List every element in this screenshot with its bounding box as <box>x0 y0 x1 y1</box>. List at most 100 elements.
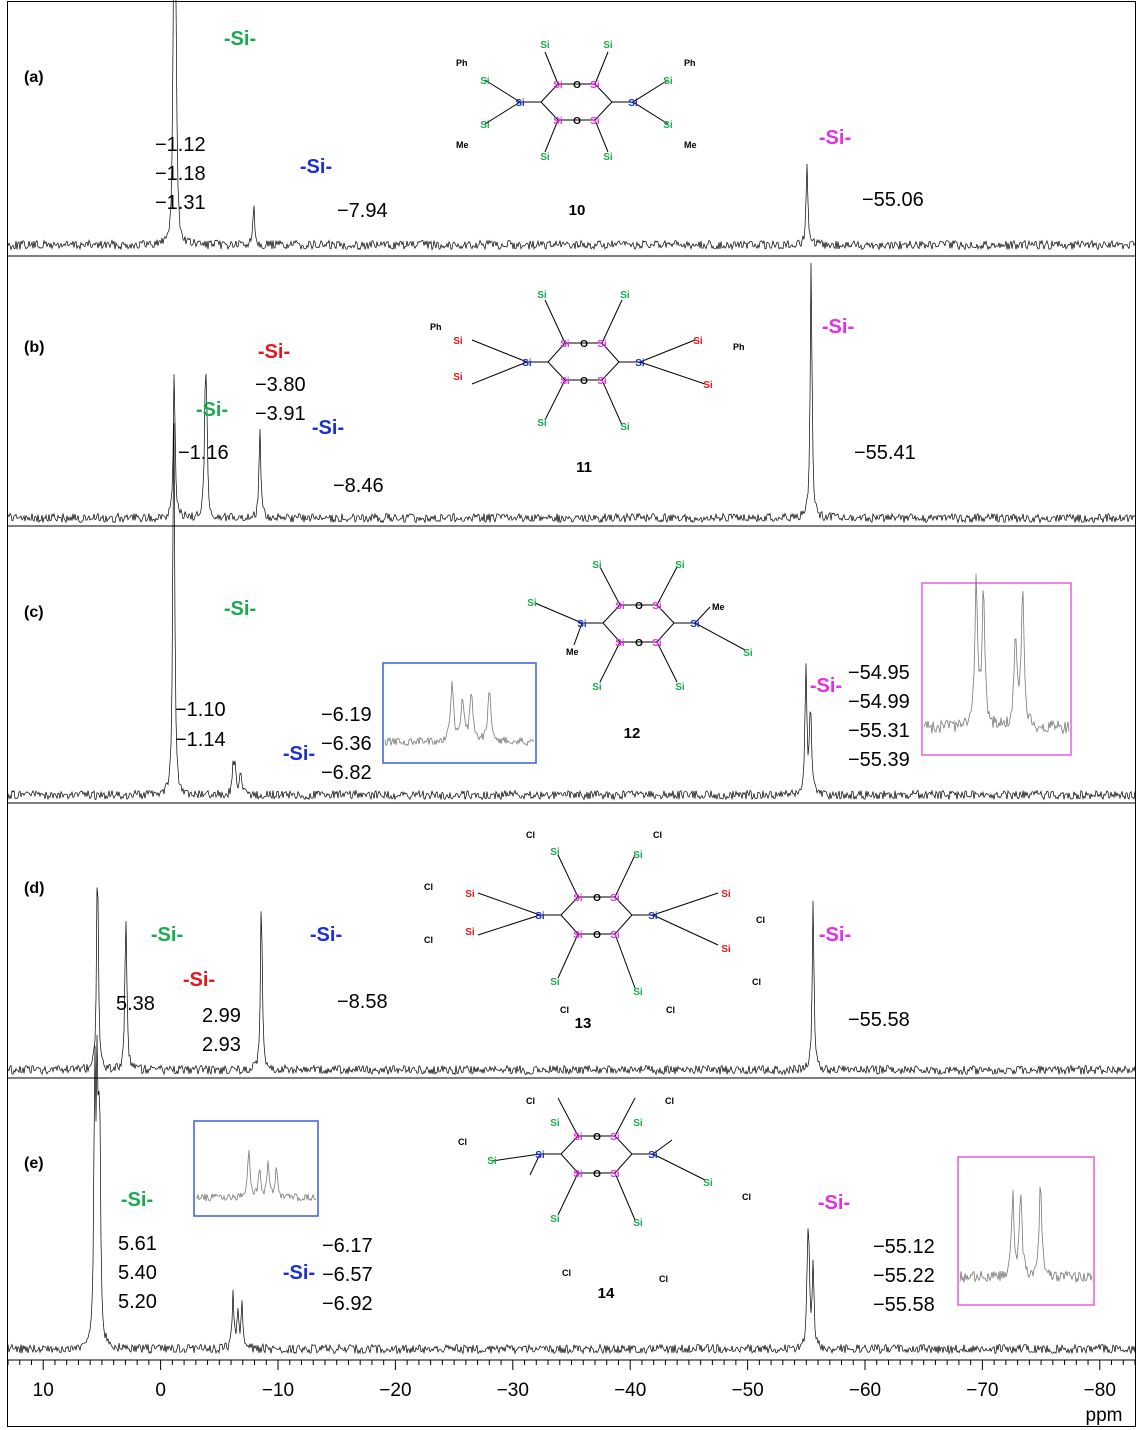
axis-tick-labels: 10 0 −10 −20 −30 −40 −50 −60 −70 −80 <box>33 1380 1116 1401</box>
atom-label-si: Si <box>743 648 753 659</box>
compound-number: 11 <box>576 459 592 476</box>
tick-label: −80 <box>1084 1380 1116 1401</box>
atom-label-cl: Cl <box>756 915 765 925</box>
spectrum-trace <box>7 423 1136 801</box>
si-label-magenta: -Si- <box>819 127 851 149</box>
chemical-shift: −1.10 <box>175 699 226 721</box>
atom-label-si: Si <box>675 560 685 571</box>
atom-label-si: Si <box>597 376 607 387</box>
inset-trace <box>923 573 1070 735</box>
si-label-green: -Si- <box>196 399 228 421</box>
atom-label-cl: Cl <box>666 1005 675 1015</box>
atom-label-o: O <box>593 930 601 941</box>
panel-e: (e) -Si- 5.61 5.40 5.20 -Si- −6.17 −6.57… <box>7 1034 1136 1355</box>
inset-trace <box>959 1186 1093 1283</box>
tick-label: −20 <box>379 1380 411 1401</box>
spectrum-trace <box>7 887 1136 1076</box>
atom-label-cl: Cl <box>562 1268 571 1278</box>
si-label-green: -Si- <box>151 924 183 946</box>
atom-label-si: Si <box>615 638 625 649</box>
chemical-shift: −3.91 <box>255 403 306 425</box>
atom-label-si: Si <box>635 358 645 369</box>
spectrum-trace <box>7 262 1136 524</box>
atom-label-si: Si <box>633 987 643 998</box>
atom-label-si: Si <box>633 1218 643 1229</box>
chemical-shift: −1.18 <box>155 163 206 185</box>
inset-blue <box>382 662 537 764</box>
chemical-shift: −6.92 <box>322 1293 373 1315</box>
atom-label-cl: Cl <box>458 1137 467 1147</box>
axis-ticks <box>7 1360 1136 1370</box>
atom-label-ph: Ph <box>733 342 745 352</box>
atom-label-o: O <box>635 601 643 612</box>
si-label-blue: -Si- <box>283 1262 315 1284</box>
chemical-shift: −55.12 <box>873 1236 935 1258</box>
atom-label-si: Si <box>663 120 673 131</box>
atom-label-me: Me <box>712 602 725 612</box>
compound-number: 12 <box>624 725 641 742</box>
atom-label-cl: Cl <box>665 1096 674 1106</box>
chemical-shift: −1.12 <box>155 134 206 156</box>
chemical-shift: −55.39 <box>848 749 910 771</box>
chemical-shift: −1.31 <box>155 192 206 214</box>
panel-d: (d) -Si- 5.38 -Si- 2.99 2.93 -Si- −8.58 … <box>7 830 1136 1076</box>
chemical-shift: 5.20 <box>118 1291 157 1313</box>
atom-label-si: Si <box>603 40 613 51</box>
atom-label-o: O <box>573 80 581 91</box>
atom-label-si: Si <box>515 98 525 109</box>
atom-label-si: Si <box>550 847 560 858</box>
si-label-green: -Si- <box>121 1189 153 1211</box>
atom-label-si: Si <box>648 911 658 922</box>
si-label-blue: -Si- <box>310 924 342 946</box>
compound-number: 14 <box>598 1285 615 1302</box>
chemical-shift: −8.46 <box>333 475 384 497</box>
atom-label-si: Si <box>721 889 731 900</box>
chemical-shift: 5.40 <box>118 1262 157 1284</box>
atom-label-cl: Cl <box>424 935 433 945</box>
atom-label-si: Si <box>560 339 570 350</box>
atom-label-si: Si <box>620 422 630 433</box>
compound-number: 10 <box>569 202 586 219</box>
atom-label-o: O <box>593 893 601 904</box>
atom-label-si: Si <box>652 638 662 649</box>
atom-label-o: O <box>593 1132 601 1143</box>
molecular-structure: Si Si Si Si Si Si Si Si Si Si Si Si O O … <box>527 560 753 742</box>
atom-label-si: Si <box>465 889 475 900</box>
atom-label-si: Si <box>610 1169 620 1180</box>
chemical-shift: −3.80 <box>255 374 306 396</box>
chemical-shift: −1.14 <box>175 729 226 751</box>
inset-magenta <box>921 573 1072 756</box>
atom-label-si: Si <box>550 977 560 988</box>
chemical-shift: −54.95 <box>848 662 910 684</box>
tick-label: −50 <box>731 1380 763 1401</box>
tick-label: −40 <box>614 1380 646 1401</box>
atom-label-si: Si <box>550 1118 560 1129</box>
atom-label-si: Si <box>453 372 463 383</box>
atom-label-si: Si <box>615 601 625 612</box>
x-axis-label: ppm <box>1086 1405 1123 1426</box>
panel-label: (d) <box>24 880 44 897</box>
atom-label-ph: Ph <box>456 58 468 68</box>
si-label-magenta: -Si- <box>822 316 854 338</box>
compound-number: 13 <box>575 1015 592 1032</box>
chemical-shift: −6.19 <box>321 704 372 726</box>
atom-label-si: Si <box>610 893 620 904</box>
atom-label-si: Si <box>453 336 463 347</box>
atom-label-me: Me <box>566 647 579 657</box>
atom-label-cl: Cl <box>752 977 761 987</box>
tick-label: −70 <box>966 1380 998 1401</box>
chemical-shift: −8.58 <box>337 991 388 1013</box>
atom-label-cl: Cl <box>653 830 662 840</box>
atom-label-cl: Cl <box>742 1192 751 1202</box>
panel-label: (e) <box>24 1155 44 1172</box>
atom-label-o: O <box>593 1169 601 1180</box>
atom-label-cl: Cl <box>424 882 433 892</box>
atom-label-si: Si <box>663 76 673 87</box>
atom-label-si: Si <box>535 911 545 922</box>
atom-label-si: Si <box>620 290 630 301</box>
atom-label-si: Si <box>592 560 602 571</box>
atom-label-si: Si <box>721 944 731 955</box>
tick-label: 0 <box>155 1380 166 1401</box>
chemical-shift: −55.58 <box>848 1009 910 1031</box>
